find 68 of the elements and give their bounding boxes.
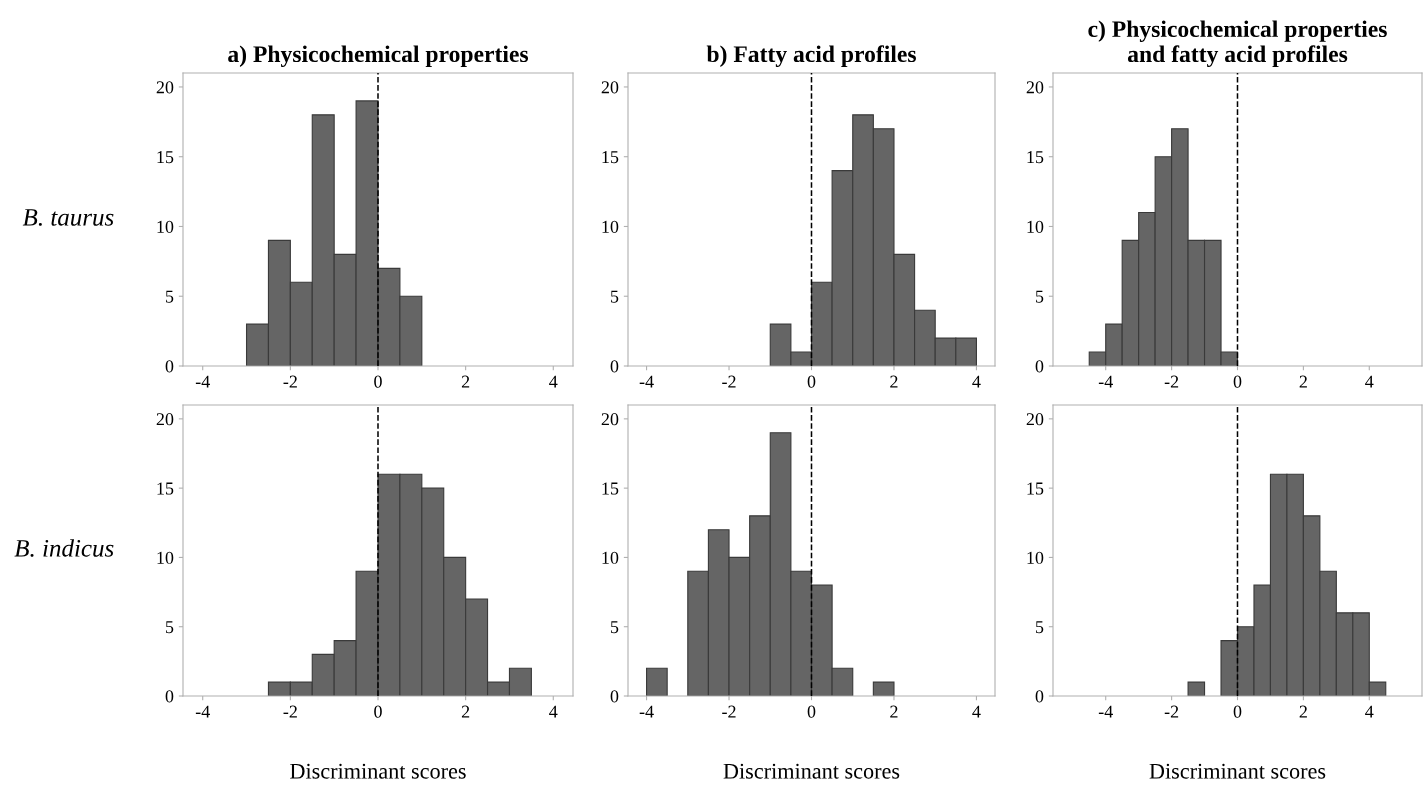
x-tick-label: 4 — [1365, 375, 1374, 388]
chart-title: b) Fatty acid profiles — [706, 45, 916, 67]
x-tick-label: -2 — [722, 705, 736, 718]
x-axis-title: Discriminant scores — [290, 763, 466, 779]
y-tick-label: 10 — [1027, 220, 1044, 233]
y-tick-label: 10 — [1027, 551, 1044, 564]
x-tick-label: 0 — [374, 375, 382, 388]
y-tick-label: 0 — [1035, 690, 1044, 703]
x-tick-label: -2 — [1164, 705, 1179, 718]
chart-title: c) Physicochemical properties and fatty acid profiles — [1088, 20, 1387, 67]
y-tick-label: 20 — [1026, 413, 1044, 426]
x-tick-label: -4 — [639, 705, 654, 718]
x-tick-label: 2 — [461, 705, 470, 718]
y-tick-label: 0 — [1035, 360, 1044, 373]
x-tick-label: -4 — [195, 375, 210, 388]
y-tick-label: 10 — [602, 551, 619, 564]
y-tick-label: 0 — [165, 690, 174, 703]
x-axis-title: Discriminant scores — [723, 763, 900, 779]
y-tick-label: 0 — [610, 690, 619, 703]
x-tick-label: 0 — [374, 705, 382, 718]
y-tick-label: 20 — [1026, 81, 1044, 94]
x-tick-label: -2 — [283, 705, 297, 718]
y-tick-label: 15 — [602, 151, 619, 164]
y-tick-label: 5 — [165, 621, 174, 634]
y-tick-label: 15 — [157, 151, 174, 164]
y-tick-label: 5 — [165, 290, 174, 303]
y-tick-label: 10 — [602, 220, 619, 233]
x-tick-label: 4 — [972, 705, 981, 718]
x-tick-label: 2 — [890, 375, 898, 388]
x-tick-label: 4 — [1365, 705, 1374, 718]
x-tick-label: 4 — [972, 375, 981, 388]
x-tick-label: 4 — [549, 375, 558, 388]
y-tick-label: 20 — [601, 81, 619, 94]
x-tick-label: 4 — [549, 705, 558, 718]
y-tick-label: 15 — [1027, 151, 1044, 164]
y-tick-label: 15 — [157, 482, 174, 495]
y-tick-label: 15 — [602, 482, 619, 495]
y-tick-label: 5 — [1035, 290, 1044, 303]
x-tick-label: -4 — [1098, 705, 1113, 718]
x-tick-label: 2 — [1299, 375, 1307, 388]
y-tick-label: 20 — [156, 413, 174, 426]
y-axis-title: B. indicus — [14, 539, 114, 557]
x-tick-label: -2 — [283, 375, 297, 388]
y-tick-label: 5 — [610, 290, 619, 303]
x-tick-label: -4 — [639, 375, 654, 388]
y-tick-label: 5 — [610, 621, 619, 634]
x-tick-label: 0 — [1233, 705, 1242, 718]
x-tick-label: 0 — [807, 375, 816, 388]
y-tick-label: 20 — [156, 81, 174, 94]
x-axis-title: Discriminant scores — [1149, 763, 1326, 779]
x-tick-label: 0 — [807, 705, 816, 718]
chart-title: a) Physicochemical properties — [228, 45, 529, 67]
y-tick-label: 5 — [1035, 621, 1044, 634]
x-tick-label: -4 — [1098, 375, 1113, 388]
y-tick-label: 10 — [157, 220, 174, 233]
y-tick-label: 20 — [601, 413, 619, 426]
x-tick-label: -4 — [195, 705, 210, 718]
y-tick-label: 15 — [1027, 482, 1044, 495]
y-tick-label: 0 — [610, 360, 619, 373]
x-tick-label: -2 — [1164, 375, 1179, 388]
x-tick-label: 0 — [1233, 375, 1242, 388]
y-axis-title: B. taurus — [22, 209, 114, 226]
x-tick-label: 2 — [890, 705, 898, 718]
x-tick-label: 2 — [1299, 705, 1307, 718]
x-tick-label: 2 — [461, 375, 470, 388]
y-tick-label: 10 — [157, 551, 174, 564]
x-tick-label: -2 — [722, 375, 736, 388]
y-tick-label: 0 — [165, 360, 174, 373]
